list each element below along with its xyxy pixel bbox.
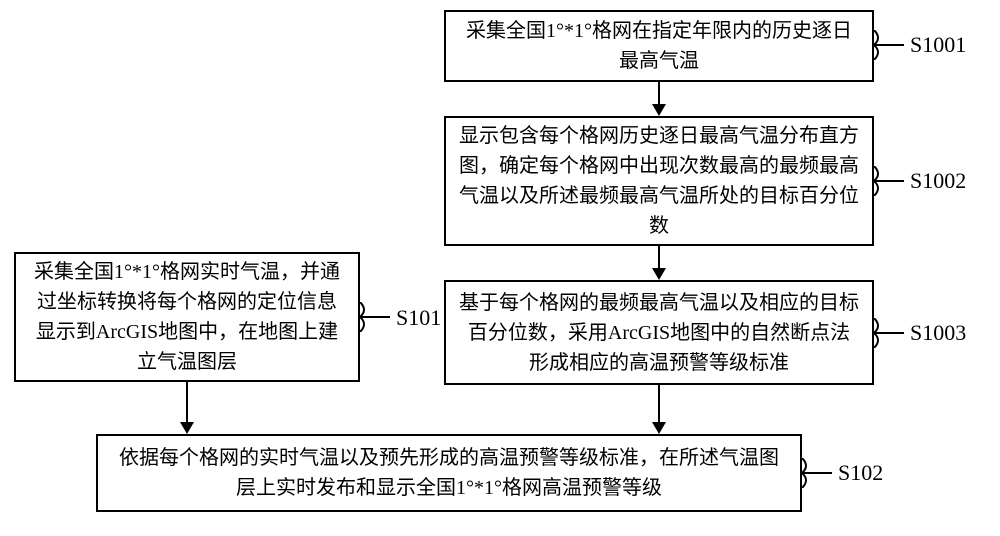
arrow-head-icon xyxy=(652,104,666,116)
edge-arrow xyxy=(658,82,660,106)
edge-arrow xyxy=(658,246,660,270)
arrow-head-icon xyxy=(652,422,666,434)
flowchart-node-s1003: 基于每个格网的最频最高气温以及相应的目标百分位数，采用ArcGIS地图中的自然断… xyxy=(444,280,874,385)
flowchart-node-s1002: 显示包含每个格网历史逐日最高气温分布直方图，确定每个格网中出现次数最高的最频最高… xyxy=(444,116,874,246)
node-text: 采集全国1°*1°格网在指定年限内的历史逐日最高气温 xyxy=(458,16,860,76)
flowchart-node-s102: 依据每个格网的实时气温以及预先形成的高温预警等级标准，在所述气温图层上实时发布和… xyxy=(96,434,802,512)
node-text: 采集全国1°*1°格网实时气温，并通过坐标转换将每个格网的定位信息显示到ArcG… xyxy=(28,257,346,377)
node-text: 基于每个格网的最频最高气温以及相应的目标百分位数，采用ArcGIS地图中的自然断… xyxy=(458,288,860,378)
edge-arrow xyxy=(186,382,188,424)
node-text: 显示包含每个格网历史逐日最高气温分布直方图，确定每个格网中出现次数最高的最频最高… xyxy=(458,121,860,241)
node-label-s101: S101 xyxy=(396,305,441,331)
node-label-s102: S102 xyxy=(838,460,883,486)
edge-arrow xyxy=(658,385,660,424)
arrow-head-icon xyxy=(180,422,194,434)
node-label-s1003: S1003 xyxy=(910,320,966,346)
node-label-s1001: S1001 xyxy=(910,32,966,58)
node-label-s1002: S1002 xyxy=(910,168,966,194)
node-text: 依据每个格网的实时气温以及预先形成的高温预警等级标准，在所述气温图层上实时发布和… xyxy=(110,443,788,503)
flowchart-node-s101: 采集全国1°*1°格网实时气温，并通过坐标转换将每个格网的定位信息显示到ArcG… xyxy=(14,252,360,382)
arrow-head-icon xyxy=(652,268,666,280)
flowchart-node-s1001: 采集全国1°*1°格网在指定年限内的历史逐日最高气温 xyxy=(444,10,874,82)
